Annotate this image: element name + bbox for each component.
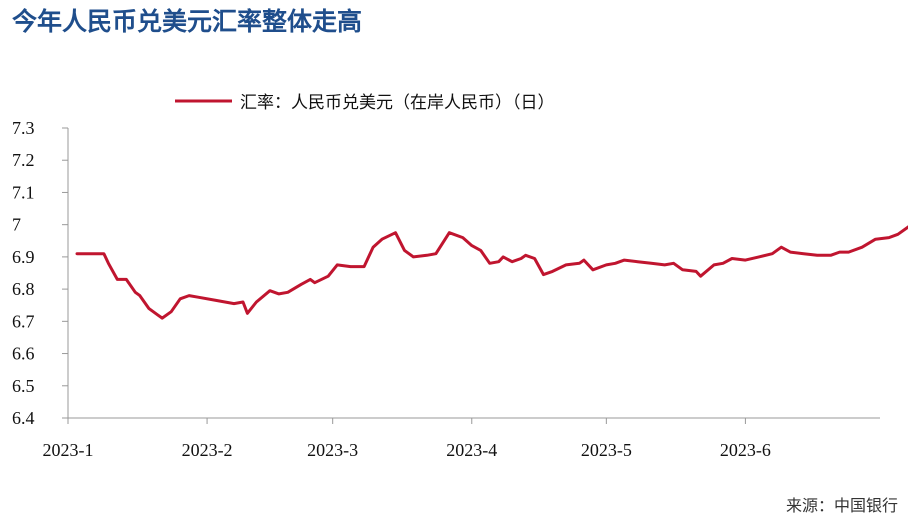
legend: 汇率：人民币兑美元（在岸人民币）（日） — [175, 93, 555, 113]
y-tick-label: 6.6 — [12, 344, 35, 364]
y-tick-label: 7 — [12, 215, 21, 235]
y-tick-label: 7.2 — [12, 150, 35, 170]
series-line — [75, 225, 908, 320]
x-tick-label: 2023-1 — [43, 440, 94, 460]
y-tick-label: 6.4 — [12, 408, 35, 428]
y-tick-label: 6.7 — [12, 311, 35, 331]
series-layer — [75, 225, 908, 320]
x-tick-label: 2023-5 — [581, 440, 632, 460]
x-tick-label: 2023-6 — [720, 440, 771, 460]
legend-label: 汇率：人民币兑美元（在岸人民币）（日） — [240, 93, 555, 113]
y-tick-label: 6.9 — [12, 247, 35, 267]
y-tick-label: 7.1 — [12, 182, 35, 202]
y-tick-label: 6.8 — [12, 279, 35, 299]
x-tick-label: 2023-4 — [446, 440, 497, 460]
y-tick-label: 6.5 — [12, 376, 35, 396]
x-tick-label: 2023-2 — [182, 440, 233, 460]
y-axis: 6.4 6.5 6.6 6.7 6.8 6.9 7 7.1 7.2 7.3 — [12, 118, 69, 428]
source-note: 来源：中国银行 — [785, 496, 898, 515]
chart-title: 今年人民币兑美元汇率整体走高 — [12, 7, 363, 36]
x-tick-label: 2023-3 — [307, 440, 358, 460]
y-tick-label: 7.3 — [12, 118, 35, 138]
x-axis: 2023-1 2023-2 2023-3 2023-4 2023-5 2023-6 — [43, 417, 880, 460]
